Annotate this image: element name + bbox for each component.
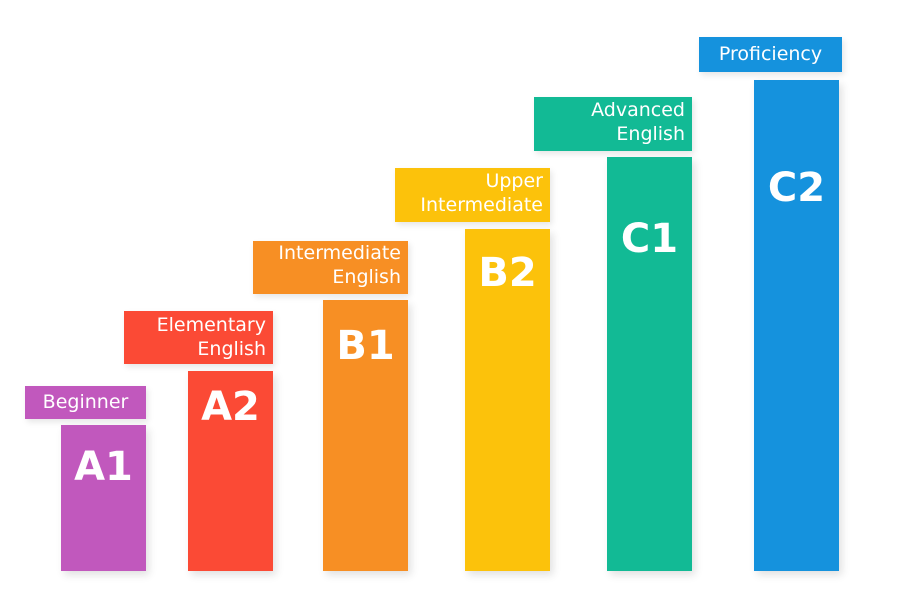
level-code-b1: B1 [336, 323, 395, 369]
level-label-b1-line-1: Intermediate [278, 242, 401, 264]
level-label-b1-line-2: English [332, 266, 401, 288]
level-code-c1: C1 [620, 216, 679, 262]
level-label-c2: Proficiency [699, 37, 842, 72]
level-label-c1-line-2: English [616, 123, 685, 145]
level-code-a1: A1 [74, 444, 133, 490]
level-bar-b2: B2 [465, 229, 550, 571]
level-label-a1-line-1: Beginner [42, 391, 129, 413]
level-label-b2: Upper Intermediate [395, 168, 550, 222]
level-label-b2-line-1: Upper [485, 170, 543, 192]
level-bar-c1: C1 [607, 157, 692, 571]
level-label-a2: Elementary English [124, 311, 273, 364]
level-code-a2: A2 [201, 384, 260, 430]
level-label-a2-line-2: English [197, 338, 266, 360]
level-code-b2: B2 [478, 250, 537, 296]
level-bar-b1: B1 [323, 300, 408, 571]
level-bar-c2: C2 [754, 80, 839, 571]
level-label-c1-line-1: Advanced [591, 99, 685, 121]
level-code-c2: C2 [767, 165, 826, 211]
level-label-b1: Intermediate English [253, 241, 408, 294]
level-label-a2-line-1: Elementary [156, 314, 266, 336]
level-label-c2-line-1: Proficiency [718, 43, 823, 65]
level-label-a1: Beginner [25, 386, 146, 419]
level-label-b2-line-2: Intermediate [420, 194, 543, 216]
level-bar-a2: A2 [188, 371, 273, 571]
level-bar-a1: A1 [61, 425, 146, 571]
level-label-c1: Advanced English [534, 97, 692, 151]
